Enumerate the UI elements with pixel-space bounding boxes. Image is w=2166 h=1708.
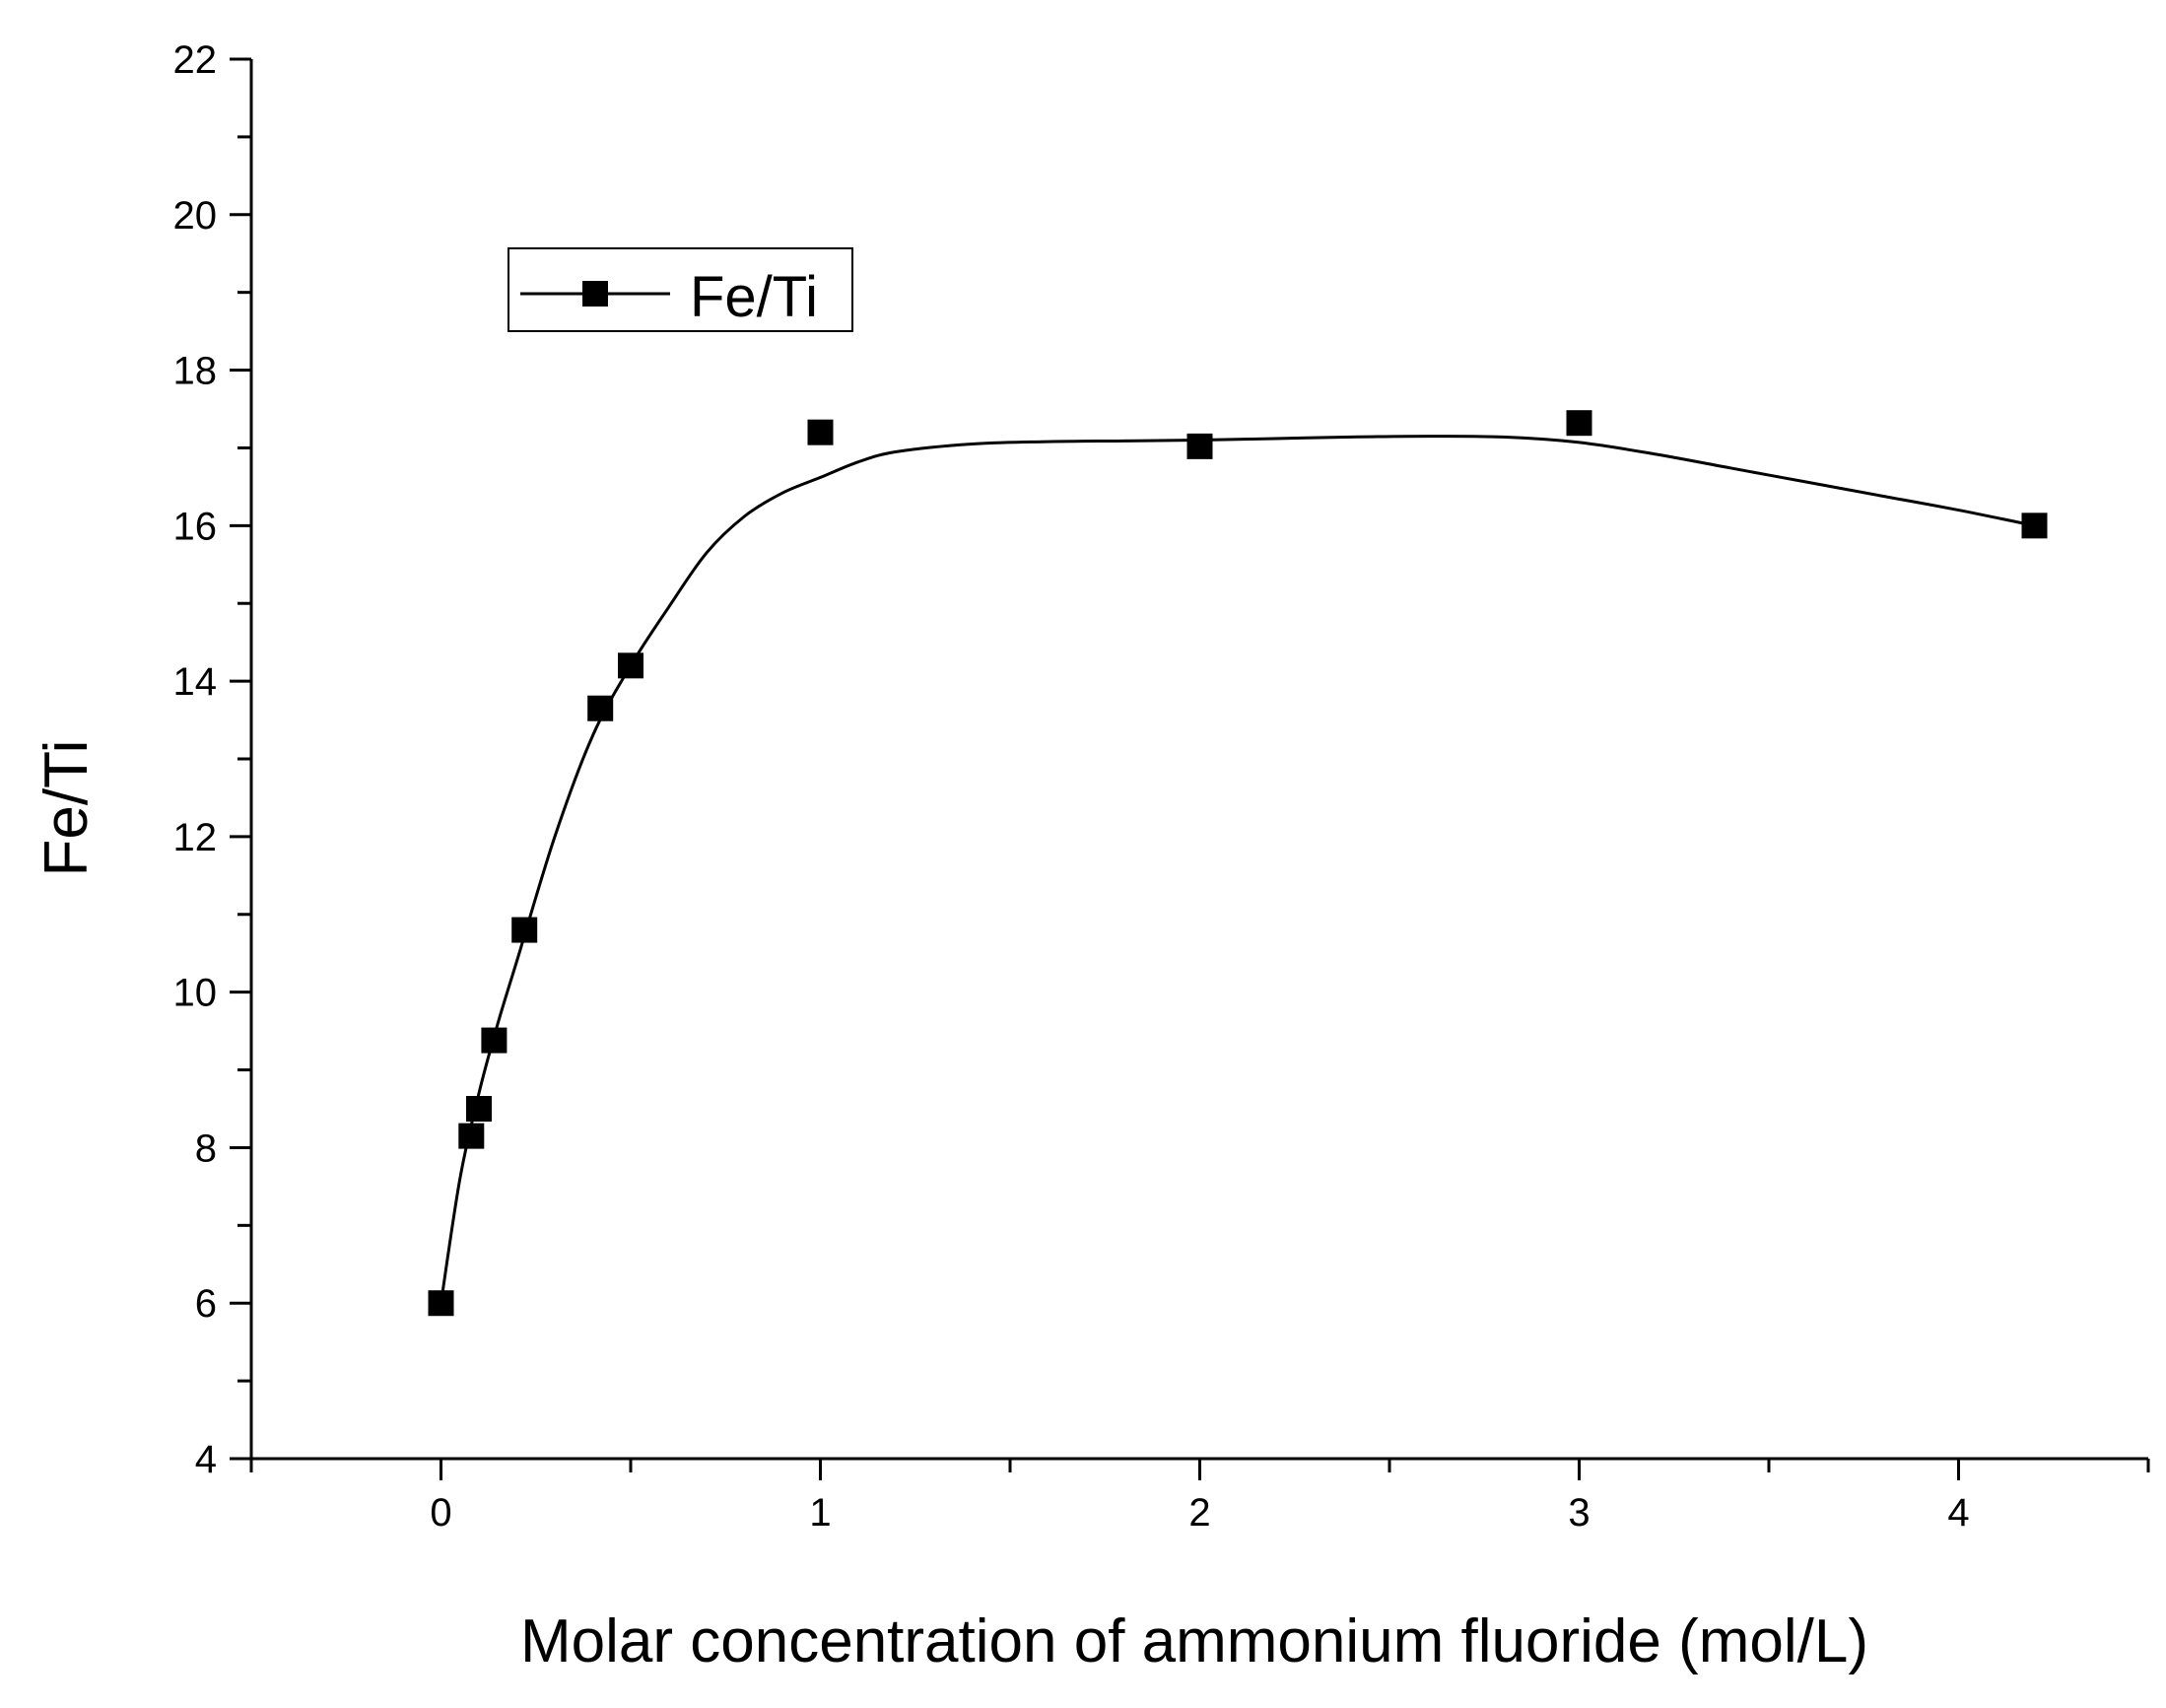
y-tick-label: 22: [173, 38, 218, 82]
data-point: [511, 917, 538, 943]
data-point: [481, 1027, 508, 1054]
data-point: [2021, 512, 2048, 539]
data-point: [1566, 410, 1592, 437]
fit-curve: [440, 435, 2035, 1304]
y-tick-label: 10: [173, 972, 218, 1015]
data-point: [458, 1123, 485, 1149]
data-point: [807, 419, 834, 445]
x-axis-ticks: 0 1 2 3 4: [249, 1459, 2150, 1535]
x-tick-label: 1: [809, 1491, 831, 1535]
data-point: [428, 1290, 454, 1317]
data-point: [587, 695, 614, 721]
y-axis-title: Fe/Ti: [33, 740, 101, 877]
legend-label: Fe/Ti: [690, 265, 818, 329]
fit-curve-layer: [440, 435, 2035, 1304]
x-tick-label: 3: [1568, 1491, 1590, 1535]
y-tick-label: 6: [195, 1282, 217, 1326]
y-tick-label: 14: [173, 660, 218, 704]
legend: Fe/Ti: [508, 247, 853, 332]
x-axis-title: Molar concentration of ammonium fluoride…: [520, 1607, 1868, 1675]
data-point: [1186, 433, 1213, 459]
data-point: [466, 1096, 492, 1122]
y-tick-label: 12: [173, 816, 218, 859]
x-tick-label: 0: [430, 1491, 451, 1535]
y-tick-label: 18: [173, 350, 218, 393]
legend-box: [508, 247, 853, 332]
data-points-layer: [428, 410, 2048, 1317]
data-point: [618, 652, 643, 679]
legend-marker-swatch: [582, 281, 608, 307]
y-tick-label: 20: [173, 194, 218, 238]
x-tick-label: 4: [1947, 1491, 1969, 1535]
y-tick-label: 8: [195, 1127, 217, 1170]
x-tick-label: 2: [1188, 1491, 1210, 1535]
y-tick-label: 16: [173, 505, 218, 548]
y-tick-label: 4: [195, 1438, 217, 1481]
y-axis-ticks: 4 6 8 10 12 14 16 18 20 22: [173, 38, 251, 1481]
